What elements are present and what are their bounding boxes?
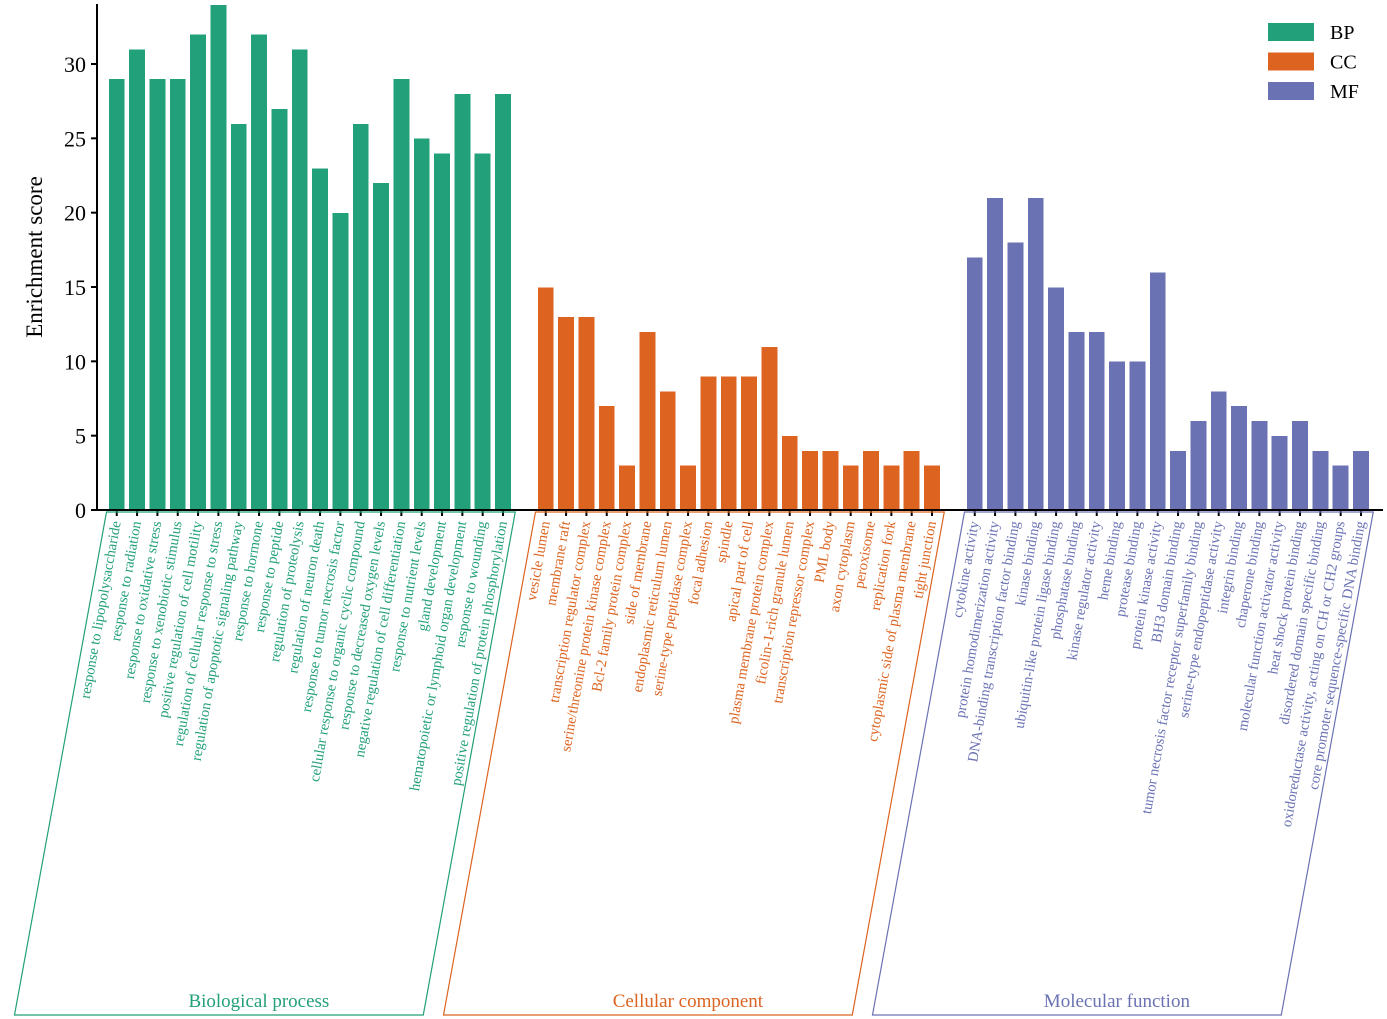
group-bracket-bp [13, 511, 516, 1016]
bar-mf [1271, 435, 1289, 511]
bar-mf [1108, 361, 1126, 511]
bar-bp [270, 108, 288, 511]
group-title-bp: Biological process [188, 991, 329, 1012]
legend-label-mf: MF [1330, 81, 1359, 103]
bar-cc [699, 375, 717, 511]
bar-bp [392, 78, 410, 511]
bar-cc [740, 375, 758, 511]
bar-cc [862, 450, 880, 511]
bar-bp [169, 78, 187, 511]
bar-bp [453, 93, 471, 511]
bar-mf [1352, 450, 1370, 511]
y-tick-label: 20 [64, 201, 86, 226]
legend-label-bp: BP [1330, 22, 1354, 44]
bar-bp [433, 152, 451, 511]
bar-mf [1230, 405, 1248, 511]
y-tick-label: 5 [75, 424, 86, 449]
y-tick-label: 25 [64, 126, 86, 151]
y-tick-label: 30 [64, 52, 86, 77]
bar-bp [128, 48, 146, 511]
legend-swatch-bp [1268, 23, 1314, 41]
bar-mf [1169, 450, 1187, 511]
group-title-cc: Cellular component [613, 991, 764, 1012]
bar-bp [291, 48, 309, 511]
bar-bp [372, 182, 390, 511]
bar-cc [598, 405, 616, 511]
bar-cc [577, 316, 595, 511]
legend: BP CC MF [1268, 22, 1359, 103]
group-bracket-cc [442, 511, 945, 1016]
bar-bp [474, 152, 492, 511]
bar-bp [413, 138, 431, 511]
category-label-cc: spindle [714, 520, 737, 564]
legend-label-cc: CC [1330, 52, 1357, 74]
bar-cc [842, 465, 860, 511]
bar-cc [760, 346, 778, 511]
bar-cc [679, 465, 697, 511]
bar-bp [148, 78, 166, 511]
bar-bp [189, 33, 207, 511]
bar-bp [352, 123, 370, 511]
y-tick-label: 10 [64, 349, 86, 374]
y-tick-label: 0 [75, 498, 86, 523]
bar-mf [1067, 331, 1085, 511]
y-axis-label: Enrichment score [22, 176, 47, 338]
bar-mf [966, 256, 984, 511]
bar-bp [311, 167, 329, 511]
bar-cc [781, 435, 799, 511]
bar-mf [1047, 286, 1065, 511]
bars [108, 4, 1370, 511]
bar-mf [1250, 420, 1268, 511]
bar-cc [801, 450, 819, 511]
group-bracket-mf [871, 511, 1374, 1016]
bar-mf [1006, 242, 1024, 511]
bar-mf [1210, 390, 1228, 511]
bar-mf [1332, 465, 1350, 511]
bar-cc [821, 450, 839, 511]
bar-bp [494, 93, 512, 511]
bar-cc [720, 375, 738, 511]
bar-cc [638, 331, 656, 511]
bar-bp [230, 123, 248, 511]
bar-cc [557, 316, 575, 511]
bar-mf [1128, 361, 1146, 511]
bar-mf [1189, 420, 1207, 511]
legend-swatch-cc [1268, 52, 1314, 71]
y-tick-label: 15 [64, 275, 86, 300]
bar-cc [903, 450, 921, 511]
bar-mf [1291, 420, 1309, 511]
bar-bp [331, 212, 349, 511]
bar-bp [250, 33, 268, 511]
bar-cc [882, 465, 900, 511]
y-axis: 0 5 10 15 20 25 30 [64, 4, 98, 523]
group-title-mf: Molecular function [1044, 991, 1191, 1012]
bar-mf [1088, 331, 1106, 511]
bar-cc [618, 465, 636, 511]
bar-mf [1311, 450, 1329, 511]
bar-cc [659, 390, 677, 511]
bar-cc [923, 465, 941, 511]
bar-mf [1027, 197, 1045, 511]
legend-swatch-mf [1268, 82, 1314, 100]
bar-bp [209, 4, 227, 511]
bar-mf [986, 197, 1004, 511]
group-brackets: Biological process Cellular component Mole… [13, 511, 1374, 1016]
bar-cc [537, 286, 555, 511]
x-axis [97, 509, 1383, 516]
bar-bp [108, 78, 126, 511]
bar-mf [1149, 271, 1167, 511]
